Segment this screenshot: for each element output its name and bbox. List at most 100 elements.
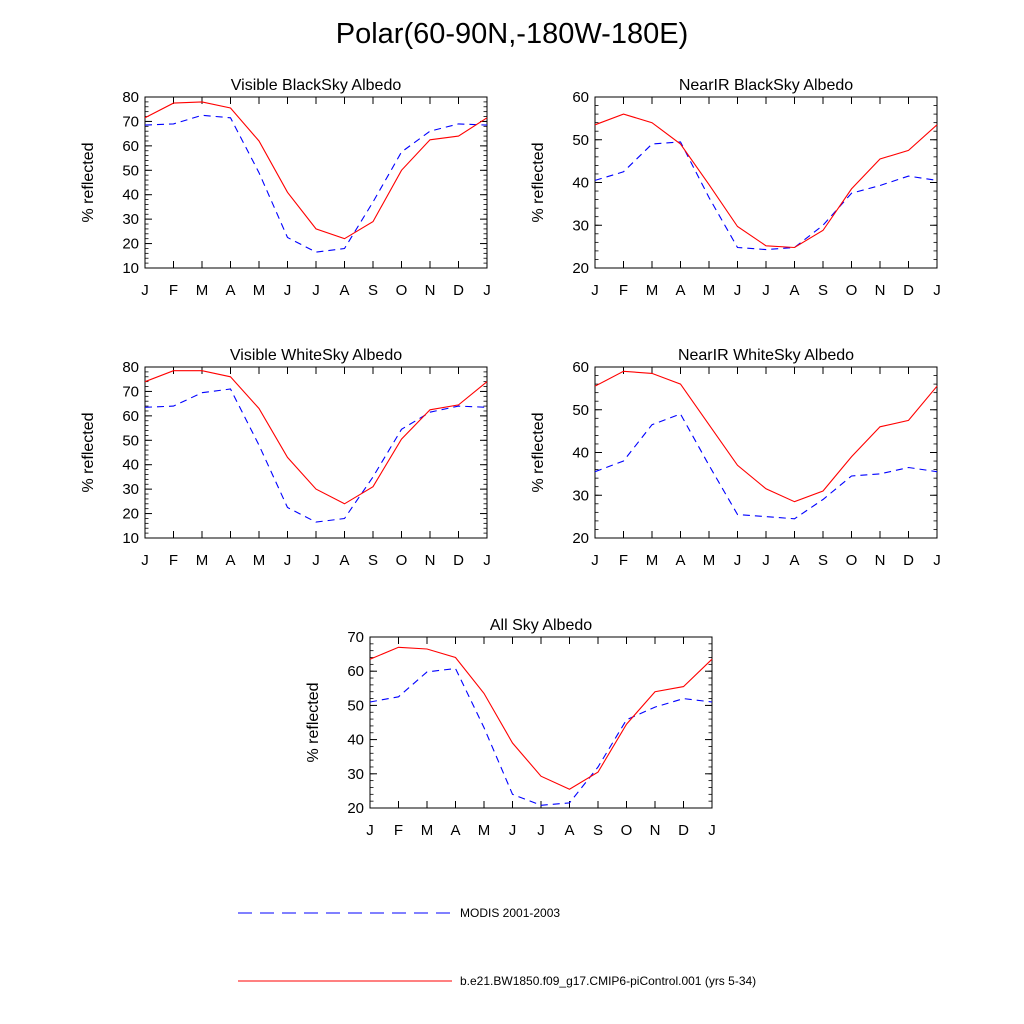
chart-title: Visible BlackSky Albedo [231,77,402,94]
x-tick-label: M [421,822,434,839]
page-title: Polar(60-90N,-180W-180E) [335,18,689,50]
legend-label: b.e21.BW1850.f09_g17.CMIP6-piControl.001… [460,974,756,988]
x-tick-label: D [678,822,689,839]
x-tick-label: J [734,552,742,569]
plot-frame [594,366,938,539]
x-tick-label: A [225,552,235,569]
y-tick-label: 10 [122,260,139,277]
legend-label: MODIS 2001-2003 [460,906,560,920]
chart-title: NearIR BlackSky Albedo [679,77,853,94]
series-line-modis [369,667,713,806]
legend-item-model: b.e21.BW1850.f09_g17.CMIP6-piControl.001… [238,974,756,988]
x-tick-label: F [169,282,178,299]
y-tick-label: 70 [347,629,364,646]
x-tick-label: J [284,282,292,299]
y-tick-label: 50 [572,132,589,149]
x-tick-label: M [646,552,659,569]
chart-visible-blacksky: Visible BlackSky Albedo % reflected 10 20 30… [70,66,520,316]
chart-svg: All Sky Albedo % reflected 20 30 40 50 60 70 J F M… [305,617,716,839]
y-tick-label: 20 [122,236,139,253]
chart-nearir-whitesky: NearIR WhiteSky Albedo % reflected 20 30 40 5… [520,336,970,586]
x-tick-label: J [483,552,491,569]
series-line-modis [594,413,938,520]
y-tick-label: 60 [122,408,139,425]
x-tick-label: F [619,552,628,569]
x-tick-label: M [646,282,659,299]
y-axis-label: % reflected [80,412,97,492]
x-tick-label: N [425,282,436,299]
x-tick-label: A [675,282,685,299]
y-tick-label: 40 [572,175,589,192]
chart-title: Visible WhiteSky Albedo [230,347,402,364]
x-tick-label: J [366,822,374,839]
x-tick-label: F [394,822,403,839]
x-tick-label: M [196,552,209,569]
x-tick-label: F [169,552,178,569]
x-tick-label: A [675,552,685,569]
y-tick-label: 60 [122,138,139,155]
series-line-modis [144,388,488,523]
x-tick-label: J [284,552,292,569]
x-tick-label: A [564,822,574,839]
y-tick-label: 20 [572,260,589,277]
x-tick-label: S [368,552,378,569]
y-tick-label: 70 [122,383,139,400]
chart-svg: Visible WhiteSky Albedo % reflected 10 20 30… [80,347,491,569]
y-tick-label: 20 [122,506,139,523]
y-tick-label: 20 [572,530,589,547]
x-tick-label: A [789,552,799,569]
x-tick-label: J [933,282,941,299]
x-tick-label: M [253,282,266,299]
x-tick-label: J [537,822,545,839]
series-line-modis [144,114,488,253]
chart-title: NearIR WhiteSky Albedo [678,347,854,364]
series-line-model [144,101,488,240]
chart-nearir-blacksky: NearIR BlackSky Albedo % reflected 20 30 40 5… [520,66,970,316]
chart-all-sky: All Sky Albedo % reflected 20 30 40 50 60 70 J F M… [295,606,745,856]
x-tick-label: O [846,282,858,299]
chart-svg: Visible BlackSky Albedo % reflected 10 20 30… [80,77,491,299]
x-tick-label: D [453,282,464,299]
x-tick-label: A [339,282,349,299]
x-tick-label: J [762,552,770,569]
x-tick-label: M [703,282,716,299]
x-tick-label: O [396,282,408,299]
x-tick-label: A [789,282,799,299]
legend-item-modis: MODIS 2001-2003 [238,906,560,920]
series-line-model [369,646,713,790]
x-tick-label: J [933,552,941,569]
y-axis-label: % reflected [80,142,97,222]
x-tick-label: N [650,822,661,839]
x-tick-label: A [339,552,349,569]
y-tick-label: 20 [347,800,364,817]
x-tick-label: F [619,282,628,299]
x-tick-label: J [708,822,716,839]
y-tick-label: 30 [122,481,139,498]
x-tick-label: J [509,822,517,839]
x-tick-label: J [312,552,320,569]
x-tick-label: J [483,282,491,299]
y-axis-label: % reflected [530,412,547,492]
y-axis-label: % reflected [305,682,322,762]
chart-visible-whitesky: Visible WhiteSky Albedo % reflected 10 20 30… [70,336,520,586]
series-line-model [594,370,938,503]
y-tick-label: 50 [122,432,139,449]
plot-frame [369,636,713,809]
x-tick-label: D [903,282,914,299]
plot-frame [594,96,938,269]
y-tick-label: 30 [572,217,589,234]
x-tick-label: S [368,282,378,299]
x-tick-label: J [141,282,149,299]
x-tick-label: D [453,552,464,569]
y-tick-label: 50 [347,697,364,714]
chart-svg: NearIR WhiteSky Albedo % reflected 20 30 40 5… [530,347,941,569]
x-tick-label: M [478,822,491,839]
series-line-model [594,113,938,249]
x-tick-label: O [846,552,858,569]
x-tick-label: O [396,552,408,569]
x-tick-label: S [593,822,603,839]
y-tick-label: 50 [122,162,139,179]
y-tick-label: 70 [122,113,139,130]
x-tick-label: A [225,282,235,299]
x-tick-label: M [196,282,209,299]
